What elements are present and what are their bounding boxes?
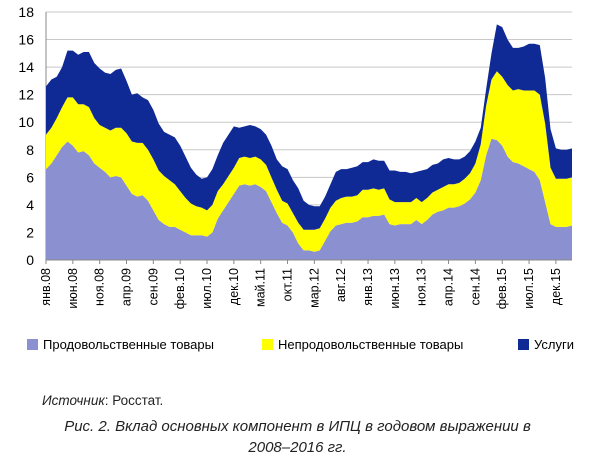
x-tick-label: июл.15 xyxy=(522,268,536,309)
x-tick-label: июн.13 xyxy=(388,268,402,309)
x-tick-label: сен.14 xyxy=(468,268,482,306)
area-nonfood xyxy=(46,71,572,252)
x-tick-label: ноя.13 xyxy=(415,268,429,306)
y-tick-label-2: 2 xyxy=(26,224,34,240)
x-tick-label: апр.09 xyxy=(120,268,134,306)
figure-caption: Рис. 2. Вклад основных компонент в ИПЦ в… xyxy=(0,416,595,458)
y-tick-label-12: 12 xyxy=(18,87,34,103)
x-tick-label: май.11 xyxy=(254,268,268,307)
y-tick-label-16: 16 xyxy=(18,32,34,48)
legend-item-food: Продовольственные товары xyxy=(27,337,214,352)
cpi-contribution-chart: 0 2 4 6 8 10 12 14 16 18 янв.08 июн.08 ноя.08 апр.09… xyxy=(18,4,572,309)
legend-label-services: Услуги xyxy=(534,337,574,352)
legend: Продовольственные товары Непродовольстве… xyxy=(0,337,595,357)
y-tick-label-10: 10 xyxy=(18,114,34,130)
source-note: Источник: Росстат. xyxy=(42,393,163,408)
area-food xyxy=(46,138,572,260)
legend-item-nonfood: Непродовольственные товары xyxy=(262,337,463,352)
y-tick-label-0: 0 xyxy=(26,252,34,268)
area-services xyxy=(46,24,572,230)
x-tick-label: дек.15 xyxy=(549,268,563,305)
x-tick-label: ноя.08 xyxy=(93,268,107,306)
source-prefix: Источник xyxy=(42,393,105,408)
caption-line-1: Рис. 2. Вклад основных компонент в ИПЦ в… xyxy=(64,418,531,435)
x-tick-label: янв.08 xyxy=(39,268,53,306)
legend-item-services: Услуги xyxy=(518,337,574,352)
y-tick-label-8: 8 xyxy=(26,142,34,158)
legend-label-food: Продовольственные товары xyxy=(43,337,214,352)
legend-swatch-food xyxy=(27,339,38,350)
y-tick-label-6: 6 xyxy=(26,169,34,185)
x-tick-label: янв.13 xyxy=(361,268,375,306)
x-tick-label: апр.14 xyxy=(442,268,456,306)
x-tick-label: дек.10 xyxy=(227,268,241,305)
x-tick-label: окт.11 xyxy=(281,268,295,301)
y-tick-label-14: 14 xyxy=(18,59,34,75)
y-tick-label-18: 18 xyxy=(18,4,34,20)
caption-line-2: 2008–2016 гг. xyxy=(248,439,347,456)
x-tick-label: авг.12 xyxy=(334,268,348,302)
legend-label-nonfood: Непродовольственные товары xyxy=(278,337,464,352)
stacked-areas xyxy=(46,24,572,261)
x-tick-label: мар.12 xyxy=(307,268,321,308)
source-text: : Росстат. xyxy=(104,393,164,408)
x-tick-label: фев.15 xyxy=(495,268,509,309)
x-tick-label: июл.10 xyxy=(200,268,214,309)
x-tick-label: фев.10 xyxy=(173,268,187,309)
legend-swatch-services xyxy=(518,339,529,350)
x-tick-label: сен.09 xyxy=(146,268,160,306)
legend-swatch-nonfood xyxy=(262,339,273,350)
x-tick-label: июн.08 xyxy=(66,268,80,309)
x-axis-ticks: янв.08 июн.08 ноя.08 апр.09 сен.09 фев.10 июл.… xyxy=(39,260,563,309)
y-axis-ticks: 0 2 4 6 8 10 12 14 16 18 xyxy=(18,4,34,268)
y-tick-label-4: 4 xyxy=(26,197,34,213)
